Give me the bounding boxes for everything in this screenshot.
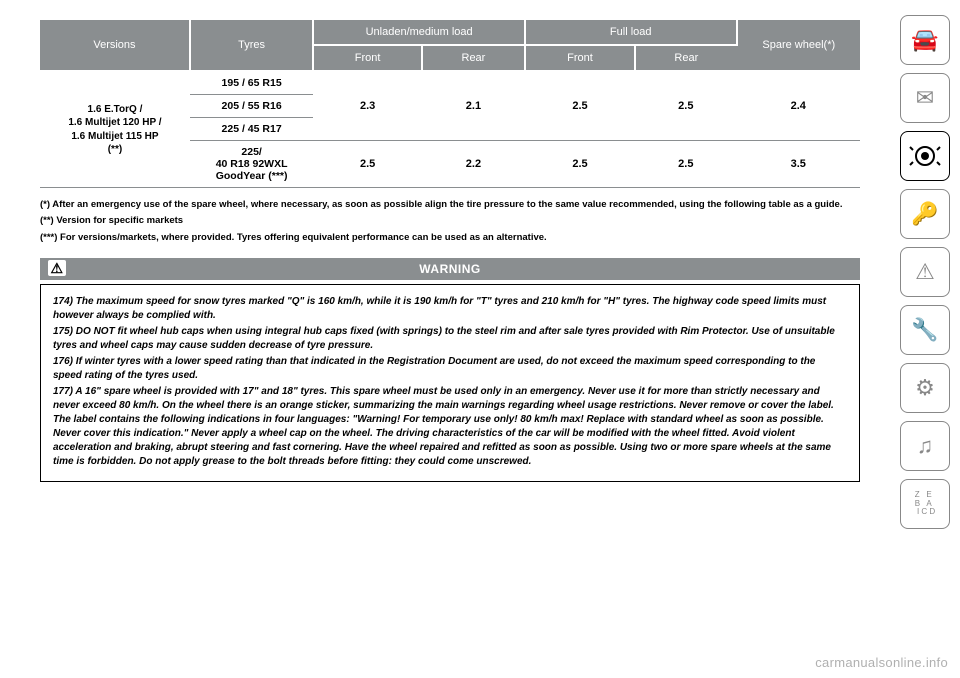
tyre-cell: 205 / 55 R16	[190, 95, 313, 118]
footnotes: (*) After an emergency use of the spare …	[40, 198, 860, 244]
warning-box: 174) The maximum speed for snow tyres ma…	[40, 284, 860, 482]
warning-triangle-icon: ⚠	[48, 260, 66, 276]
sidebar-icon-4: 🔑	[900, 189, 950, 239]
col-rear-1: Rear	[462, 52, 486, 64]
warning-p3: 176) If winter tyres with a lower speed …	[53, 355, 847, 383]
col-versions: Versions	[93, 39, 135, 51]
sidebar-icon-3	[900, 131, 950, 181]
version-cell: 1.6 E.TorQ /1.6 Multijet 120 HP /1.6 Mul…	[40, 71, 190, 188]
sidebar-icon-7: ⚙	[900, 363, 950, 413]
footnote-a: (*) After an emergency use of the spare …	[40, 198, 860, 211]
warning-bar: ⚠ WARNING	[40, 258, 860, 280]
tyre-cell: 195 / 65 R15	[190, 71, 313, 95]
tyre-cell: 225 / 45 R17	[190, 118, 313, 141]
sidebar-icon-5: ⚠	[900, 247, 950, 297]
table-row: 1.6 E.TorQ /1.6 Multijet 120 HP /1.6 Mul…	[40, 71, 860, 95]
sidebar-icon-9: Z E B A I C D	[900, 479, 950, 529]
sidebar: 🚘 ✉ 🔑 ⚠ 🔧 ⚙ ♫ Z E B A I C D	[900, 15, 950, 537]
sidebar-icon-2: ✉	[900, 73, 950, 123]
warning-p4: 177) A 16" spare wheel is provided with …	[53, 385, 847, 469]
footnote-c: (***) For versions/markets, where provid…	[40, 231, 860, 244]
warning-p2: 175) DO NOT fit wheel hub caps when usin…	[53, 325, 847, 353]
sidebar-icon-8: ♫	[900, 421, 950, 471]
tyre-pressure-table: Versions Tyres Unladen/medium load Full …	[40, 20, 860, 188]
col-spare: Spare wheel(*)	[762, 39, 835, 51]
sidebar-icon-6: 🔧	[900, 305, 950, 355]
col-full: Full load	[610, 26, 652, 38]
col-unladen: Unladen/medium load	[366, 26, 473, 38]
col-front-2: Front	[567, 52, 593, 64]
warning-p1: 174) The maximum speed for snow tyres ma…	[53, 295, 847, 323]
col-rear-2: Rear	[674, 52, 698, 64]
footnote-b: (**) Version for specific markets	[40, 214, 860, 227]
col-front-1: Front	[355, 52, 381, 64]
watermark: carmanualsonline.info	[815, 655, 948, 670]
warning-title: WARNING	[419, 262, 481, 276]
sidebar-icon-1: 🚘	[900, 15, 950, 65]
tyre-cell: 225/40 R18 92WXLGoodYear (***)	[190, 141, 313, 188]
col-tyres: Tyres	[238, 39, 265, 51]
